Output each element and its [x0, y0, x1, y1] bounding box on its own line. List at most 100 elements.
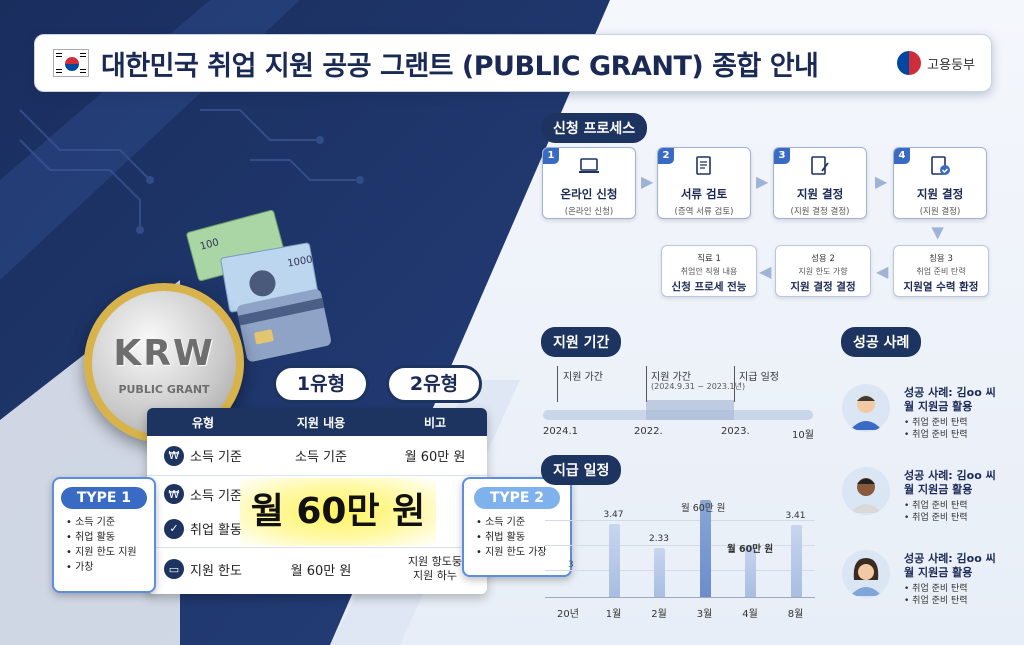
step-sublabel: (지원 결정 결정) [790, 207, 850, 217]
income-icon: ₩ [164, 445, 184, 466]
coin-currency: KRW [113, 333, 215, 374]
case-sub: 월 지원금 활용 [904, 400, 973, 413]
avatar [842, 467, 890, 515]
list-item: 취업 준비 탄력 [904, 595, 967, 607]
row-label: 지원 한도 [190, 563, 242, 579]
list-item: 취업 준비 탄력 [904, 583, 967, 595]
axis-label: 2023. [721, 426, 750, 437]
x-tick-label: 1월 [605, 609, 622, 620]
svg-text:100: 100 [199, 237, 220, 253]
process-substep-1[interactable]: 직료 1 취엄안 직웜 내용 신청 프로세 전능 [661, 245, 757, 297]
list-item: 가창 [66, 560, 154, 575]
col-header: 비고 [423, 415, 447, 430]
timeline-tick [734, 366, 735, 402]
type2-box[interactable]: TYPE 2 소득 기준 취법 활동 지원 한도 가장 [462, 477, 572, 577]
type2-list: 소득 기준 취법 활동 지원 한도 가장 [464, 515, 570, 560]
income-icon: ₩ [164, 484, 184, 504]
list-item: 취업 준비 탄력 [904, 429, 967, 441]
cases-heading: 성공 사례 [841, 327, 922, 357]
substep-title: 직료 1 [697, 254, 721, 264]
axis-label: 2022. [634, 426, 663, 437]
list-item: 취업 준비 탄력 [904, 512, 967, 524]
ministry-emblem-icon [897, 51, 922, 75]
checklist-icon: ✓ [164, 518, 184, 539]
row-content: 소득 기준 [295, 450, 347, 465]
wallet-icon: ▭ [164, 559, 184, 579]
period-heading: 지원 기간 [541, 327, 622, 357]
chart-bar [790, 525, 802, 597]
type1-pill[interactable]: 1유형 [273, 365, 369, 403]
x-axis [545, 597, 815, 598]
substep-label: 지원열 수력 환정 [903, 281, 979, 293]
type1-box[interactable]: TYPE 1 소득 기준 취업 활동 지원 한도 지원 가창 [52, 477, 156, 593]
axis-label: 2024.1 [543, 426, 578, 437]
success-case-2[interactable]: 성공 사례: 김oo 씨월 지원금 활용 취업 준비 탄력 취업 준비 탄력 [842, 467, 1022, 535]
table-row: ▭ 지원 한도 월 60만 원 지원 항도둥 지원 하누 [147, 548, 487, 590]
row-note: 지원 하누 [413, 569, 457, 582]
substep-label: 지원 결정 결정 [790, 281, 856, 293]
case-sub: 월 지원금 활용 [904, 566, 973, 579]
type1-list: 소득 기준 취업 활동 지원 한도 지원 가창 [54, 515, 154, 575]
step-label: 지원 결정 [916, 187, 964, 201]
x-tick-label: 2월 [651, 609, 667, 620]
substep-label: 신청 프로세 전능 [671, 281, 747, 293]
svg-text:1000: 1000 [287, 254, 314, 269]
substep-desc: 취업 준비 탄력 [916, 267, 966, 276]
row-label: 소득 기준 [190, 450, 242, 465]
title-banner: 대한민국 취업 지원 공공 그랜트 (PUBLIC GRANT) 종합 안내 고… [34, 34, 992, 92]
arrow-left-icon: ▶ [876, 262, 889, 281]
ministry-logo[interactable]: 고용둥부 [897, 51, 975, 75]
case-name: 성공 사례: 김oo 씨 [904, 469, 996, 482]
chart-bar [654, 548, 665, 597]
case-name: 성공 사례: 김oo 씨 [904, 552, 996, 565]
process-step-3[interactable]: 3 지원 결정 (지원 결정 결정) [773, 147, 867, 219]
left-value: 3 [568, 560, 574, 570]
x-tick-label: 3월 [696, 609, 713, 620]
process-heading: 신청 프로세스 [541, 113, 648, 143]
coin-caption: PUBLIC GRANT [118, 383, 210, 396]
table-row: ₩ 소득 기준 소득 기준 월 60만 원 [147, 436, 487, 476]
success-case-1[interactable]: 성공 사례: 김oo 씨월 지원금 활용 취업 준비 탄력 취업 준비 탄력 [842, 384, 1022, 452]
period-end-label: 지급 일정 [739, 372, 779, 383]
gridline [545, 570, 815, 571]
bar-value-label: 3.47 [603, 510, 624, 521]
chart-bar [608, 524, 620, 597]
schedule-heading: 지급 일정 [541, 455, 622, 485]
arrow-right-icon: ▶ [756, 172, 769, 191]
substep-desc: 취엄안 직웜 내용 [680, 267, 738, 276]
success-case-3[interactable]: 성공 사례: 김oo 씨월 지원금 활용 취업 준비 탄력 취업 준비 탄력 [842, 550, 1022, 618]
table-row: ✓ 취업 활동 [147, 510, 487, 548]
type2-pill[interactable]: 2유형 [386, 365, 482, 403]
chart-bar [745, 544, 756, 597]
avatar [842, 550, 890, 598]
highlight-amount: 월 60만 원 [240, 478, 436, 546]
col-header: 유형 [191, 415, 215, 430]
list-item: 지원 한도 가장 [476, 545, 570, 560]
substep-title: 칭용 3 [929, 254, 953, 264]
arrow-right-icon: ▶ [875, 172, 888, 191]
list-item: 취업 준비 탄력 [904, 417, 967, 429]
bar-value-label: 3.41 [785, 511, 806, 522]
step-sublabel: (지원 결정) [919, 207, 961, 217]
list-item: 취법 활동 [476, 530, 570, 545]
x-tick-label: 4월 [742, 609, 758, 620]
chart-bar [699, 500, 711, 597]
period-start-label: 지원 가간 [563, 372, 603, 383]
step-number: 2 [658, 148, 674, 164]
period-mid-label: 지원 가간 [651, 372, 691, 383]
process-step-2[interactable]: 2 서류 검토 (증역 서류 검토) [657, 147, 751, 219]
case-name: 성공 사례: 김oo 씨 [904, 386, 996, 399]
period-highlight [646, 400, 734, 420]
document-icon [696, 156, 711, 175]
arrow-down-icon: ▶ [929, 227, 949, 240]
process-step-4[interactable]: 4 지원 결정 (지원 결정) [893, 147, 987, 219]
step-label: 서류 검토 [680, 187, 728, 201]
process-substep-3[interactable]: 칭용 3 취업 준비 탄력 지원열 수력 환정 [893, 245, 989, 297]
process-step-1[interactable]: 1 온라인 신청 (온라인 신청) [542, 147, 636, 219]
list-item: 소득 기준 [476, 515, 570, 530]
process-substep-2[interactable]: 성용 2 지원 한도 가향 지원 결정 결정 [775, 245, 871, 297]
annotation-top: 월 60만 원 [681, 503, 726, 514]
step-label: 지원 결정 [796, 187, 844, 201]
arrow-right-icon: ▶ [641, 172, 654, 191]
x-tick-label: 8월 [787, 609, 804, 620]
